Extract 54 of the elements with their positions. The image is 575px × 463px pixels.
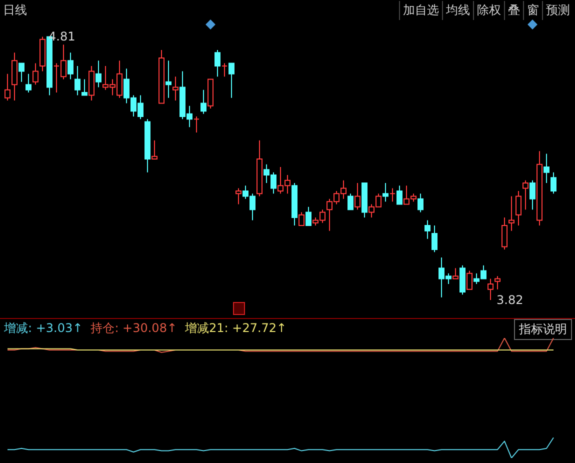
candlestick xyxy=(26,73,32,94)
candlestick xyxy=(236,188,242,205)
text: 持仓: +30.08↑ xyxy=(90,321,178,335)
candlestick xyxy=(460,264,466,296)
candlestick xyxy=(88,65,94,102)
candlestick xyxy=(228,62,234,98)
candlestick xyxy=(494,276,500,290)
candlestick xyxy=(530,180,536,210)
candlestick xyxy=(4,73,10,102)
candlestick xyxy=(488,278,494,300)
candlestick xyxy=(522,180,528,210)
candlestick xyxy=(298,212,304,226)
candlestick xyxy=(200,89,206,114)
candlestick xyxy=(214,50,220,78)
text: 预测 xyxy=(542,1,573,20)
text: 均线 xyxy=(442,1,473,20)
annotation: 3.82 xyxy=(496,293,524,307)
candlestick xyxy=(508,196,514,232)
candlestick xyxy=(152,140,158,160)
text: 增减21: +27.72↑ xyxy=(185,321,287,335)
candlestick xyxy=(396,185,402,205)
text: 叠 xyxy=(504,1,523,20)
candlestick xyxy=(382,182,388,202)
candlestick xyxy=(12,52,18,102)
candlestick xyxy=(502,217,508,250)
candlestick xyxy=(424,220,430,240)
candlestick xyxy=(68,52,74,80)
candlestick xyxy=(550,172,556,194)
candlestick xyxy=(452,268,458,280)
candlestick xyxy=(172,76,178,102)
candlestick xyxy=(222,62,228,78)
candlestick xyxy=(432,225,438,253)
candlestick xyxy=(82,78,88,96)
candlestick xyxy=(390,188,396,202)
text: 指标说明 xyxy=(514,319,572,340)
annotation: 4.81 xyxy=(48,30,76,44)
candlestick xyxy=(516,190,522,226)
candlestick xyxy=(354,182,360,210)
text: 加自选 xyxy=(399,1,442,20)
candlestick xyxy=(32,62,38,86)
candlestick xyxy=(18,62,24,82)
candlestick xyxy=(74,65,80,96)
text: 日线 xyxy=(3,2,27,19)
candlestick xyxy=(466,270,472,290)
candlestick xyxy=(194,116,200,133)
text: 窗 xyxy=(523,1,542,20)
candlestick xyxy=(544,153,550,184)
candlestick xyxy=(306,206,312,226)
candlestick xyxy=(166,60,172,98)
text: 除权 xyxy=(473,1,504,20)
candlestick xyxy=(348,193,354,210)
candlestick xyxy=(418,193,424,213)
text: 增减: +3.03↑ xyxy=(4,321,83,335)
candlestick xyxy=(96,60,102,88)
